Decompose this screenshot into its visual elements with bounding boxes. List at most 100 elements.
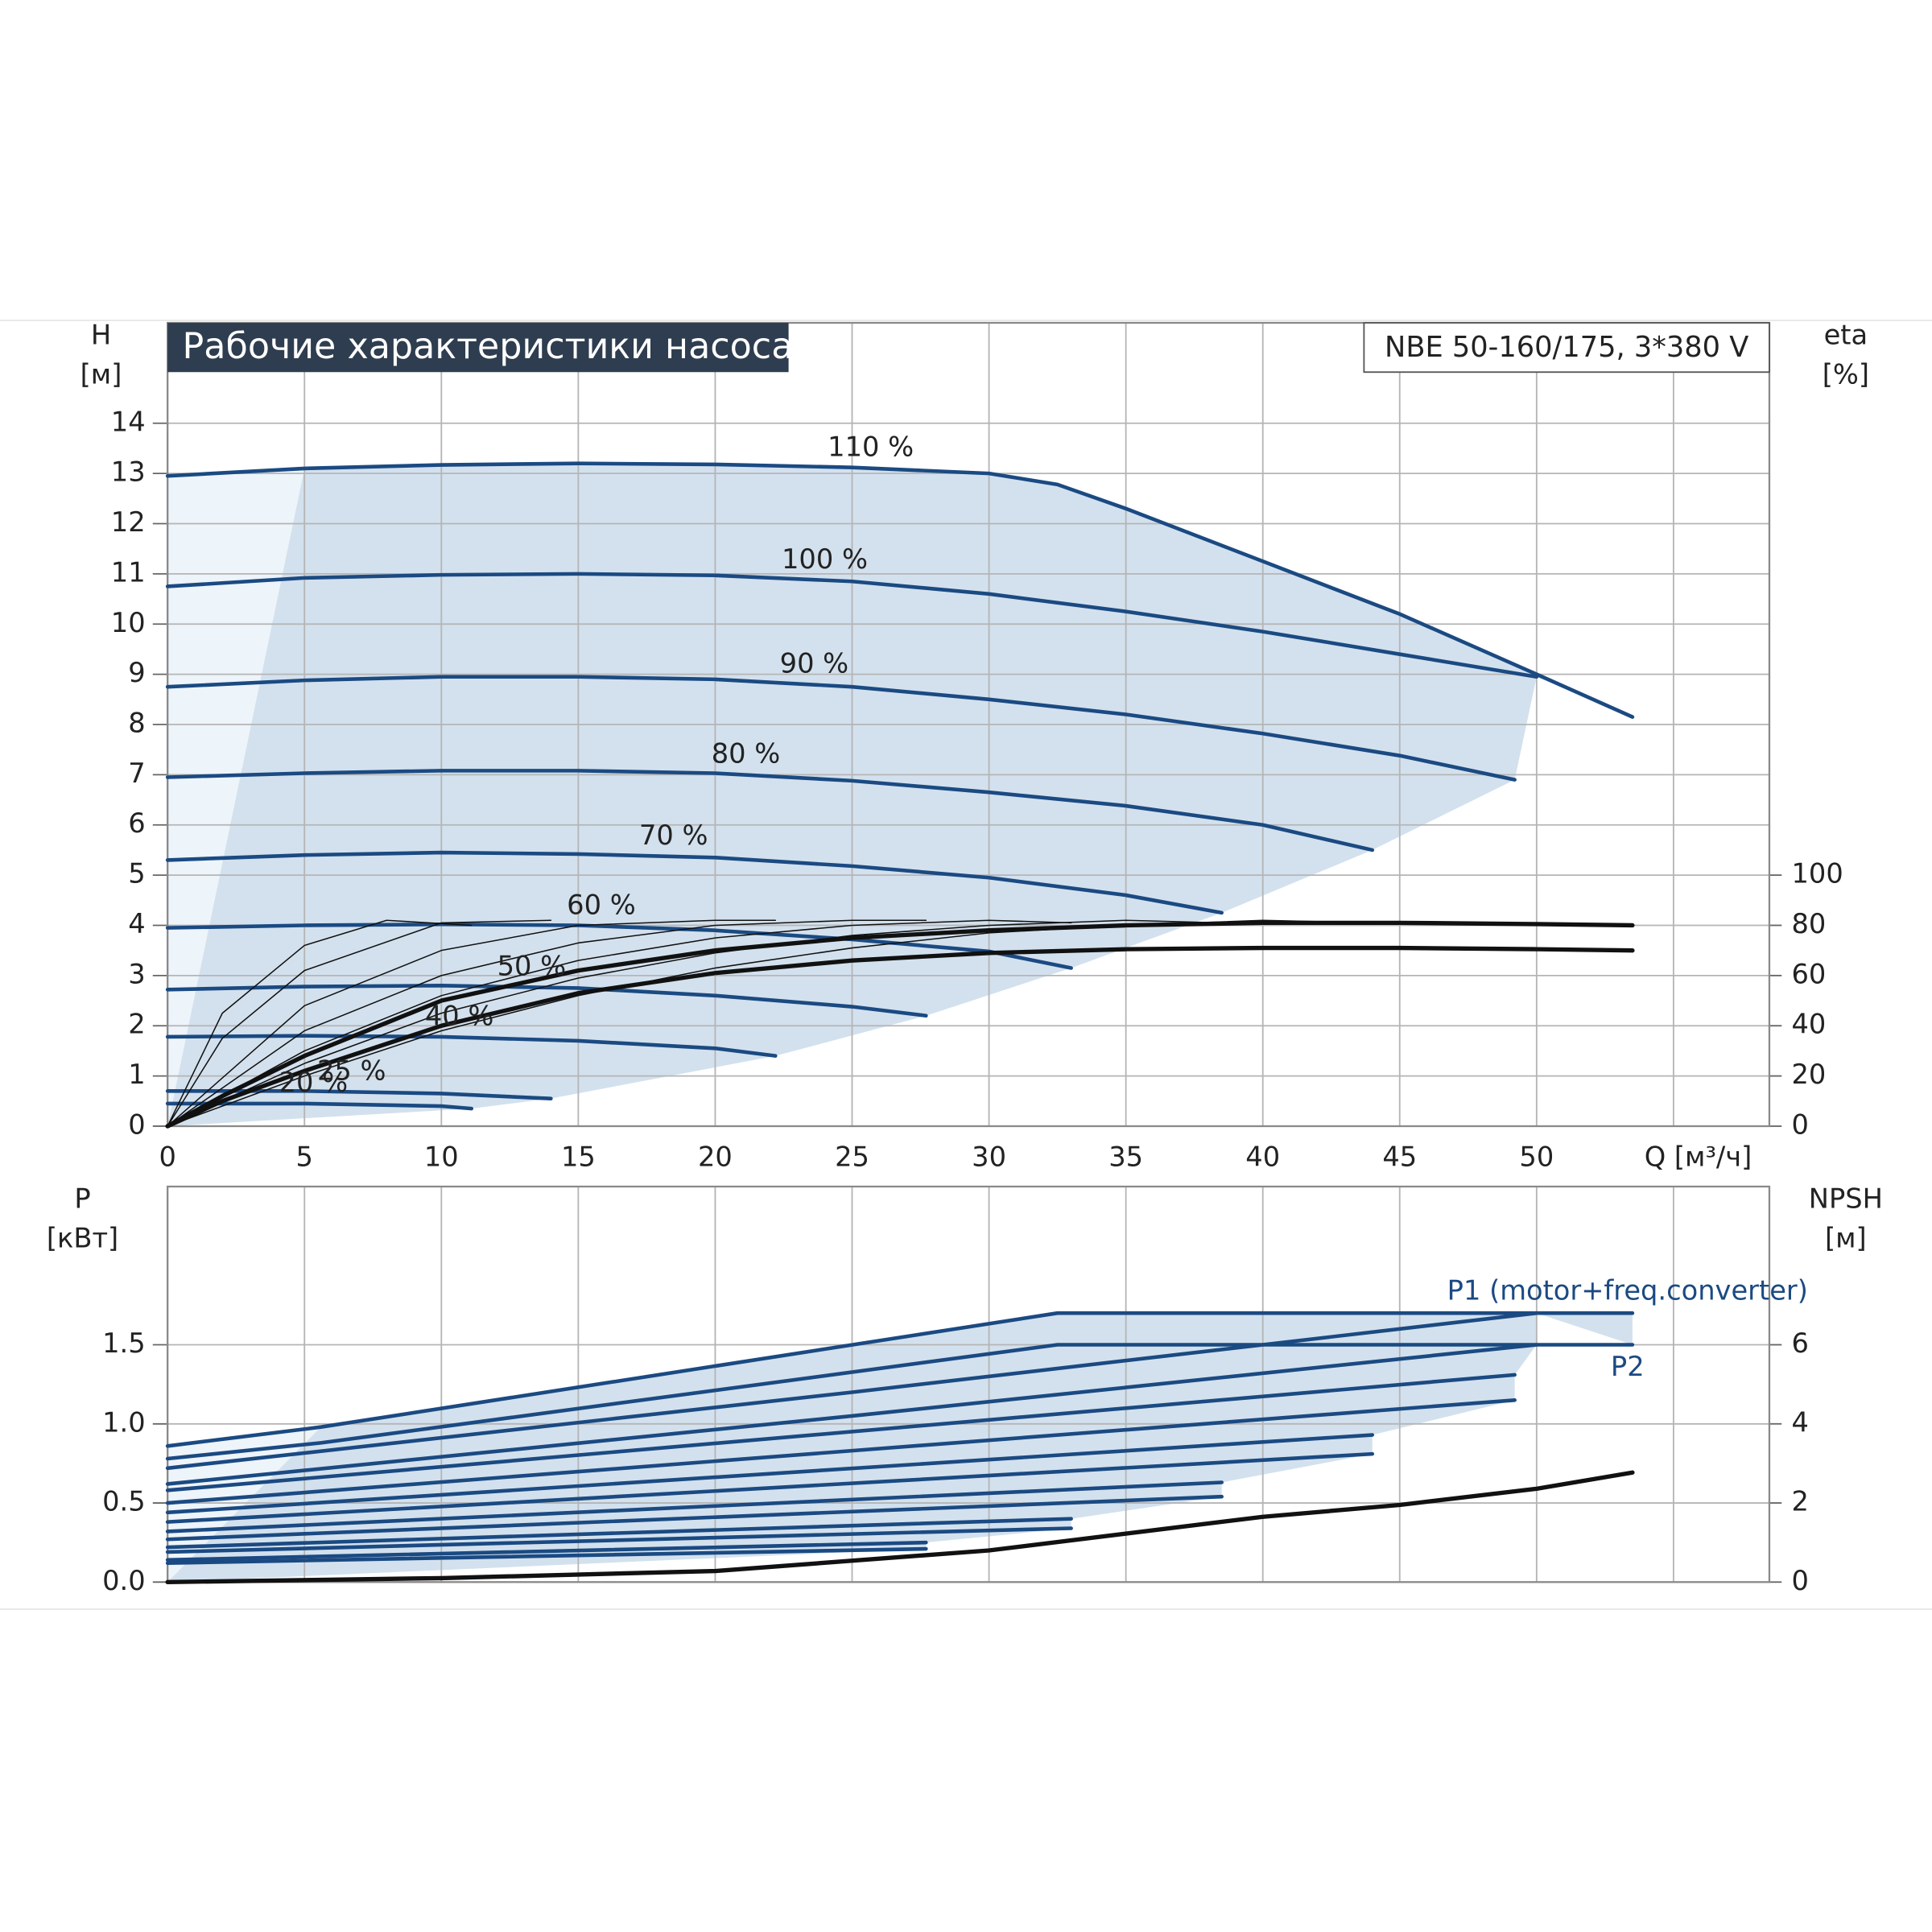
x-tick-label: 45 xyxy=(1382,1141,1417,1172)
y2-tick-label: 0 xyxy=(1792,1108,1809,1140)
curve xyxy=(165,1540,928,1563)
curve xyxy=(165,769,1375,852)
curve-label: 25 % xyxy=(317,1055,386,1086)
curve-label: 20 % xyxy=(279,1067,349,1098)
x-tick-label: 0 xyxy=(159,1141,175,1172)
curve xyxy=(165,922,1073,970)
x-tick-label: 5 xyxy=(296,1141,313,1172)
y2-axis-label: eta xyxy=(1824,319,1868,350)
y-tick-label: 0.5 xyxy=(102,1486,146,1517)
title-box xyxy=(167,323,789,373)
operating-area xyxy=(167,463,1633,1126)
plot-frame xyxy=(167,1185,1771,1583)
y-tick-label: 0 xyxy=(128,1108,145,1140)
curve-label: 90 % xyxy=(780,648,849,679)
curve xyxy=(165,1311,1539,1471)
y-tick-label: 1.0 xyxy=(102,1406,146,1438)
y-tick-label: 2 xyxy=(128,1009,145,1040)
x-tick-label: 30 xyxy=(972,1141,1006,1172)
y-tick-label: 1.5 xyxy=(102,1327,146,1359)
x-tick-label: 15 xyxy=(561,1141,596,1172)
x-tick-label: Q [м³/ч] xyxy=(1645,1141,1752,1172)
curve xyxy=(165,850,1224,915)
efficiency-curve xyxy=(165,1470,1635,1584)
curve xyxy=(165,572,1539,679)
x-tick-label: 20 xyxy=(698,1141,733,1172)
curve xyxy=(165,675,1517,782)
efficiency-curve xyxy=(167,919,927,1127)
efficiency-curve xyxy=(167,919,1373,1127)
curve xyxy=(165,984,928,1018)
y-tick-label: 11 xyxy=(111,556,146,588)
curve xyxy=(165,1433,1375,1515)
y-tick-label: 14 xyxy=(111,406,146,437)
efficiency-curve xyxy=(165,920,1635,1129)
chart-subtitle: NBE 50-160/175, 3*380 V xyxy=(1385,331,1748,364)
y-tick-label: 8 xyxy=(128,708,145,739)
x-tick-label: 10 xyxy=(424,1141,459,1172)
y-tick-label: 9 xyxy=(128,657,145,688)
curve xyxy=(165,1480,1224,1534)
y2-axis-label: NPSH xyxy=(1809,1183,1883,1214)
efficiency-curve xyxy=(167,919,1072,1127)
efficiency-curve xyxy=(165,945,1635,1129)
efficiency-curve xyxy=(167,919,552,1127)
y2-tick-label: 100 xyxy=(1792,858,1843,890)
x-tick-label: 40 xyxy=(1245,1141,1280,1172)
y2-tick-label: 80 xyxy=(1792,908,1827,939)
curve-label: 80 % xyxy=(712,738,781,770)
y2-tick-label: 2 xyxy=(1792,1486,1809,1517)
curve xyxy=(165,1517,1073,1550)
x-tick-label: 25 xyxy=(835,1141,869,1172)
y-axis-label: H xyxy=(91,319,111,350)
curve xyxy=(165,1494,1224,1542)
curve xyxy=(165,1343,1539,1486)
x-tick-label: 35 xyxy=(1108,1141,1143,1172)
y2-axis-unit: [%] xyxy=(1823,358,1869,390)
curve-label: 50 % xyxy=(497,950,567,981)
y-tick-label: 12 xyxy=(111,506,146,538)
y-tick-label: 1 xyxy=(128,1059,145,1090)
curve-label: 40 % xyxy=(425,1001,494,1032)
curve xyxy=(165,1526,1073,1554)
curve xyxy=(165,461,1635,719)
curve xyxy=(165,1101,474,1111)
x-tick-label: 50 xyxy=(1519,1141,1554,1172)
y2-tick-label: 40 xyxy=(1792,1009,1827,1040)
y-axis-unit: [кВт] xyxy=(47,1222,118,1253)
y-axis-label: P xyxy=(74,1183,90,1214)
curve-label: P1 (motor+freq.converter) xyxy=(1447,1275,1808,1307)
plot-frame xyxy=(167,321,1771,1128)
subtitle-box xyxy=(1363,322,1770,374)
curve xyxy=(165,1373,1517,1492)
y-tick-label: 7 xyxy=(128,758,145,789)
curve-label: 60 % xyxy=(567,890,636,921)
y2-tick-label: 4 xyxy=(1792,1406,1809,1438)
efficiency-curve xyxy=(167,919,1223,1127)
curve-label: P2 xyxy=(1611,1351,1645,1382)
y2-tick-label: 0 xyxy=(1792,1565,1809,1596)
y-tick-label: 13 xyxy=(111,456,146,488)
y2-tick-label: 20 xyxy=(1792,1059,1827,1090)
y2-axis-unit: [м] xyxy=(1825,1222,1867,1253)
curve-label: 100 % xyxy=(782,543,868,575)
curve-label: 70 % xyxy=(639,819,708,851)
y-tick-label: 0.0 xyxy=(102,1565,146,1596)
y-tick-label: 10 xyxy=(111,607,146,638)
y2-tick-label: 60 xyxy=(1792,958,1827,989)
chart-title: Рабочие характеристики насоса xyxy=(183,326,794,367)
curve xyxy=(165,1311,1635,1448)
efficiency-curve xyxy=(167,919,473,1127)
curve xyxy=(165,1034,778,1058)
curve xyxy=(165,1546,928,1566)
y-tick-label: 4 xyxy=(128,908,145,939)
curve-label: 110 % xyxy=(828,431,914,463)
efficiency-curve xyxy=(167,919,777,1127)
y-tick-label: 3 xyxy=(128,958,145,989)
curve xyxy=(165,1451,1375,1524)
curve xyxy=(165,1343,1635,1461)
curve xyxy=(165,1397,1517,1505)
y2-tick-label: 6 xyxy=(1792,1327,1809,1359)
y-axis-unit: [м] xyxy=(80,358,122,390)
